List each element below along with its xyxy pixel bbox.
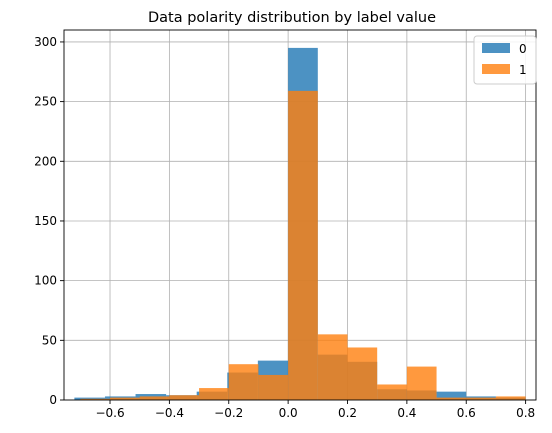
bar-series-1 [229,364,259,400]
legend: 0 1 [474,36,536,84]
y-tick-label: 0 [49,393,57,407]
bar-series-1 [169,395,199,400]
legend-swatch-1 [482,64,510,74]
bar-series-1 [496,396,526,400]
x-tick-label: 0.8 [516,406,535,420]
y-tick-label: 100 [34,274,57,288]
bar-series-1 [288,91,318,400]
legend-swatch-0 [482,43,510,53]
bar-series-1 [258,375,288,400]
bar-series-1 [347,347,377,400]
bar-series-1 [377,384,407,400]
x-tick-label: −0.2 [214,406,243,420]
bar-series-1 [407,367,437,400]
y-tick-label: 250 [34,95,57,109]
legend-label-1: 1 [519,63,527,77]
legend-label-0: 0 [519,42,527,56]
y-tick-label: 150 [34,214,57,228]
y-tick-label: 200 [34,154,57,168]
x-tick-label: 0.2 [338,406,357,420]
histogram-bars [74,48,525,400]
y-tick-label: 50 [42,333,57,347]
bar-series-1 [318,334,348,400]
x-tick-label: 0.4 [397,406,416,420]
x-tick-label: −0.6 [95,406,124,420]
bar-series-1 [199,388,229,400]
y-tick-label: 300 [34,35,57,49]
bar-series-1 [140,396,170,400]
x-tick-label: 0.6 [457,406,476,420]
x-tick-label: 0.0 [279,406,298,420]
chart-title: Data polarity distribution by label valu… [148,10,436,26]
x-tick-label: −0.4 [155,406,184,420]
